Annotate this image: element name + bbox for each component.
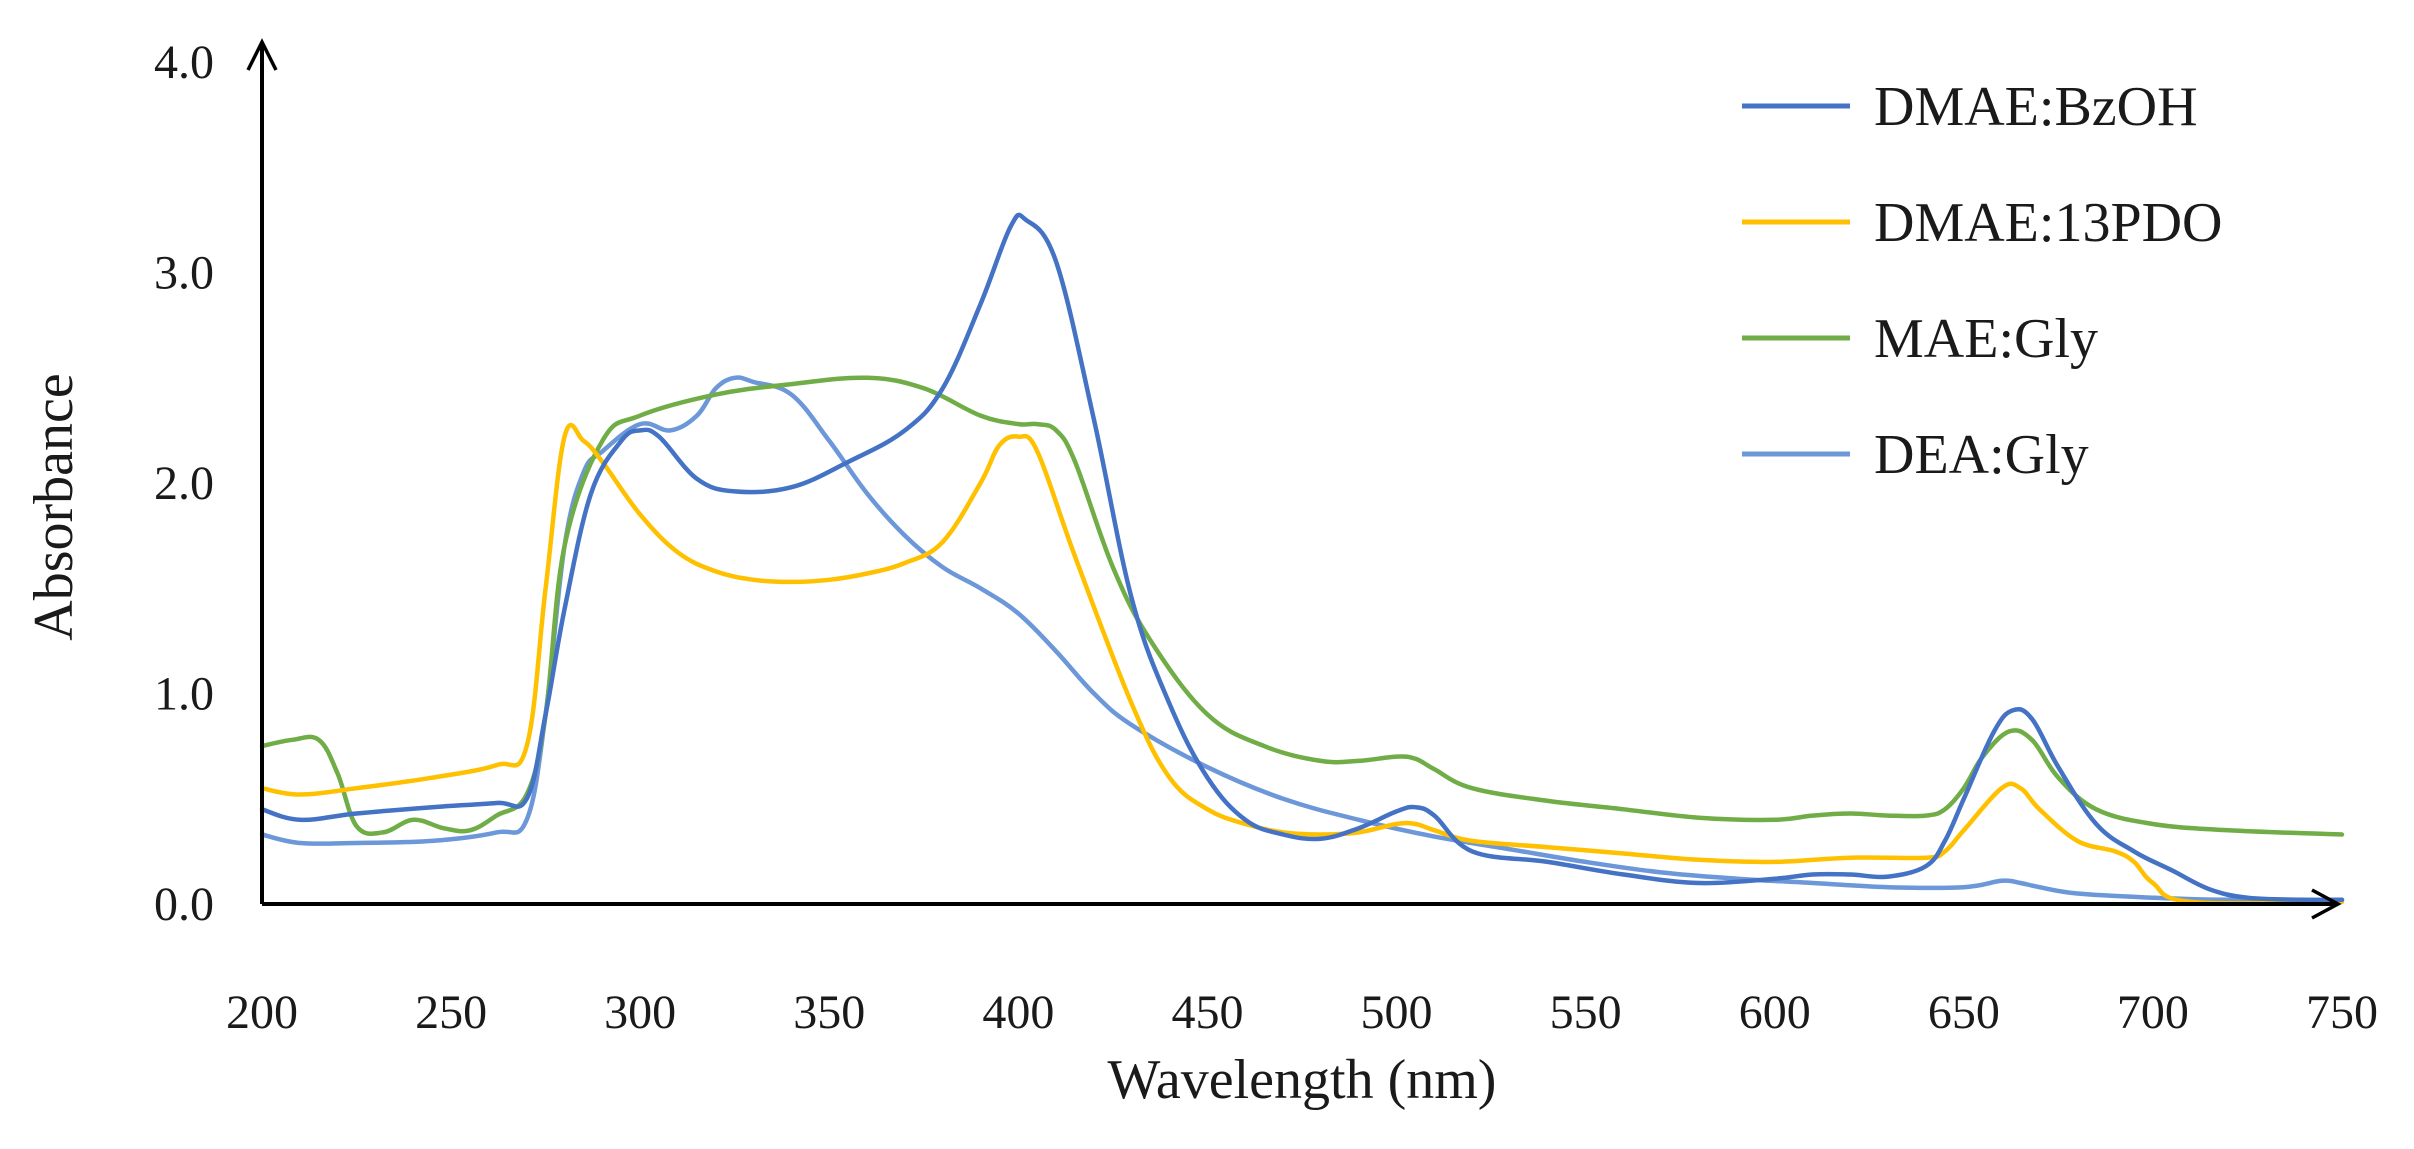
y-tick-label: 1.0 (154, 668, 214, 721)
y-tick-label: 3.0 (154, 247, 214, 300)
x-tick-label: 250 (415, 986, 487, 1039)
x-tick-label: 300 (604, 986, 676, 1039)
x-axis-arrow (2311, 888, 2342, 920)
x-tick-label: 400 (982, 986, 1054, 1039)
y-tick-label: 2.0 (154, 457, 214, 510)
series-line-mae-gly (259, 375, 2345, 837)
y-tick-label: 4.0 (154, 36, 214, 89)
x-tick-label: 650 (1928, 986, 2000, 1039)
y-tick-label: 0.0 (154, 878, 214, 931)
legend-label: DMAE:BzOH (1874, 76, 2198, 138)
x-tick-label: 700 (2117, 986, 2189, 1039)
x-tick-label: 450 (1171, 986, 1243, 1039)
series-line-dmae-bzoh (259, 212, 2345, 903)
x-tick-label: 750 (2306, 986, 2378, 1039)
y-tick-labels: 0.0 1.0 2.0 3.0 4.0 (154, 36, 214, 931)
y-axis-title: Absorbance (23, 373, 85, 640)
series-layer (259, 212, 2345, 906)
legend-label: DMAE:13PDO (1874, 192, 2222, 254)
legend-label: MAE:Gly (1874, 308, 2098, 370)
legend: DMAE:BzOH DMAE:13PDO MAE:Gly DEA:Gly (1742, 76, 2222, 486)
y-axis-arrow (246, 38, 278, 71)
legend-label: DEA:Gly (1874, 424, 2089, 486)
x-tick-label: 200 (226, 986, 298, 1039)
x-tick-label: 350 (793, 986, 865, 1039)
x-tick-label: 600 (1739, 986, 1811, 1039)
x-tick-label: 550 (1550, 986, 1622, 1039)
x-tick-label: 500 (1361, 986, 1433, 1039)
x-tick-labels: 200 250 300 350 400 450 500 550 600 650 700 750 (226, 986, 2378, 1039)
x-axis-title: Wavelength (nm) (1108, 1049, 1497, 1111)
series-line-dmae-13pdo (259, 422, 2345, 906)
